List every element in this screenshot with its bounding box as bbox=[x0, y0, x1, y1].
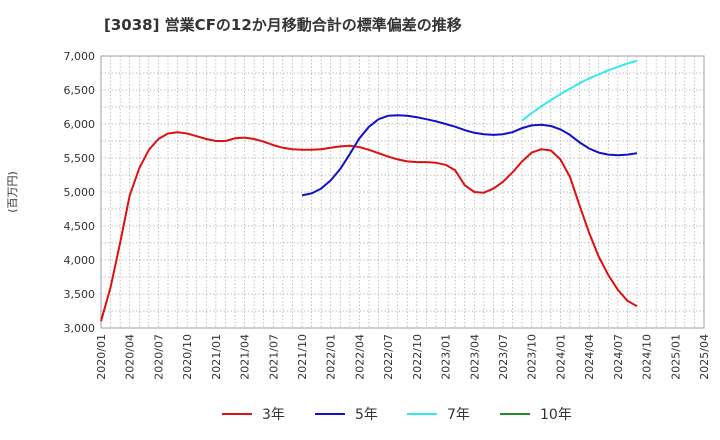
x-tick-label: 2021/04 bbox=[239, 334, 252, 380]
x-tick-label: 2021/07 bbox=[267, 334, 280, 380]
y-axis-label: (百万円) bbox=[6, 171, 19, 213]
x-tick-label: 2022/10 bbox=[411, 334, 424, 380]
x-tick-label: 2020/01 bbox=[95, 334, 108, 380]
legend-label-3年: 3年 bbox=[262, 407, 285, 423]
x-tick-label: 2024/07 bbox=[612, 334, 625, 380]
y-tick-label: 6,000 bbox=[64, 118, 96, 131]
y-tick-label: 6,500 bbox=[64, 84, 96, 97]
grid bbox=[100, 55, 705, 329]
x-axis-ticks: 2020/01 2020/04 2020/07 2020/10 2021/01 2021/… bbox=[95, 334, 711, 380]
x-tick-label: 2022/04 bbox=[353, 334, 366, 380]
y-axis-ticks: 3,000 3,500 4,000 4,500 5,000 5,500 6,000 6,500… bbox=[64, 50, 96, 335]
series-line-3年 bbox=[100, 131, 638, 322]
x-tick-label: 2022/07 bbox=[382, 334, 395, 380]
y-tick-label: 5,000 bbox=[64, 186, 96, 199]
x-tick-label: 2021/01 bbox=[210, 334, 223, 380]
y-tick-label: 7,000 bbox=[64, 50, 96, 63]
series-line-5年 bbox=[301, 114, 638, 197]
x-tick-label: 2023/07 bbox=[497, 334, 510, 380]
x-tick-label: 2023/10 bbox=[526, 334, 539, 380]
legend-label-10年: 10年 bbox=[540, 407, 572, 423]
y-tick-label: 4,500 bbox=[64, 220, 96, 233]
x-tick-label: 2025/01 bbox=[669, 334, 682, 380]
y-tick-label: 4,000 bbox=[64, 254, 96, 267]
legend-label-7年: 7年 bbox=[447, 407, 470, 423]
legend-label-5年: 5年 bbox=[355, 407, 378, 423]
series-lines bbox=[100, 59, 638, 322]
x-tick-label: 2024/01 bbox=[554, 334, 567, 380]
x-tick-label: 2023/04 bbox=[468, 334, 481, 380]
x-tick-label: 2021/10 bbox=[296, 334, 309, 380]
y-tick-label: 3,500 bbox=[64, 288, 96, 301]
y-tick-label: 5,500 bbox=[64, 152, 96, 165]
x-tick-label: 2025/04 bbox=[698, 334, 711, 380]
x-tick-label: 2024/04 bbox=[583, 334, 596, 380]
y-tick-label: 3,000 bbox=[64, 322, 96, 335]
x-tick-label: 2020/10 bbox=[181, 334, 194, 380]
series-line-7年 bbox=[521, 59, 638, 122]
x-tick-label: 2023/01 bbox=[440, 334, 453, 380]
chart-title: [3038] 営業CFの12か月移動合計の標準偏差の推移 bbox=[104, 16, 462, 34]
x-tick-label: 2022/01 bbox=[325, 334, 338, 380]
x-tick-label: 2020/04 bbox=[124, 334, 137, 380]
x-tick-label: 2020/07 bbox=[152, 334, 165, 380]
legend: 3年 5年 7年 10年 bbox=[222, 407, 572, 423]
x-tick-label: 2024/10 bbox=[641, 334, 654, 380]
